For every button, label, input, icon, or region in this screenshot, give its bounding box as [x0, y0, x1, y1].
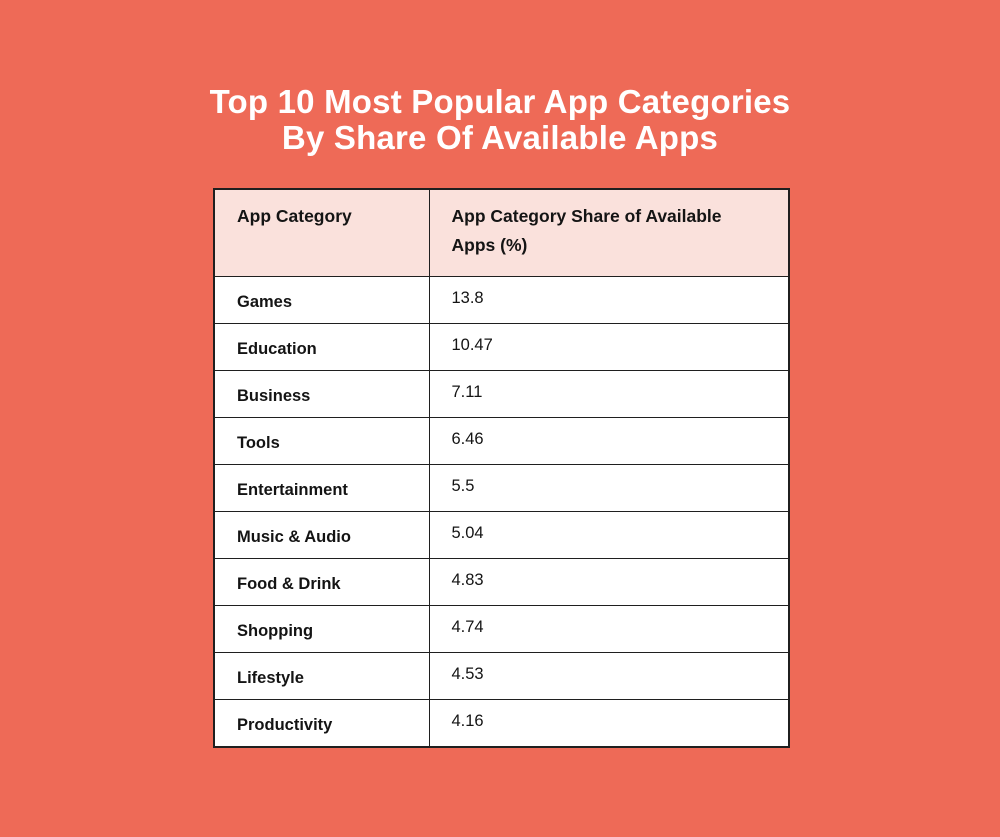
category-cell: Games	[213, 276, 430, 324]
column-header-category: App Category	[213, 188, 430, 277]
table-row: Productivity 4.16	[213, 698, 790, 748]
value-cell: 5.04	[428, 510, 790, 559]
value-cell: 4.83	[428, 557, 790, 606]
category-cell: Education	[213, 322, 430, 371]
table-row: Entertainment 5.5	[213, 463, 790, 512]
table-row: Lifestyle 4.53	[213, 651, 790, 700]
table-row: Business 7.11	[213, 369, 790, 418]
category-cell: Shopping	[213, 604, 430, 653]
category-cell: Lifestyle	[213, 651, 430, 700]
value-cell: 4.74	[428, 604, 790, 653]
table-row: Tools 6.46	[213, 416, 790, 465]
category-cell: Entertainment	[213, 463, 430, 512]
value-cell: 4.53	[428, 651, 790, 700]
value-cell: 5.5	[428, 463, 790, 512]
value-cell: 7.11	[428, 369, 790, 418]
page-title-line-1: Top 10 Most Popular App Categories	[209, 83, 791, 121]
app-category-table: App Category App Category Share of Avail…	[213, 188, 790, 748]
value-cell: 4.16	[428, 698, 790, 748]
page-title: Top 10 Most Popular App Categories By Sh…	[0, 84, 1000, 156]
column-header-share: App Category Share of Available Apps (%)	[428, 188, 790, 277]
table-row: Music & Audio 5.04	[213, 510, 790, 559]
value-cell: 6.46	[428, 416, 790, 465]
category-cell: Music & Audio	[213, 510, 430, 559]
category-cell: Tools	[213, 416, 430, 465]
page-title-line-2: By Share Of Available Apps	[281, 119, 719, 157]
table-header-row: App Category App Category Share of Avail…	[213, 188, 790, 277]
value-cell: 13.8	[428, 276, 790, 324]
category-cell: Productivity	[213, 698, 430, 748]
value-cell: 10.47	[428, 322, 790, 371]
table-row: Education 10.47	[213, 322, 790, 371]
table-row: Games 13.8	[213, 276, 790, 324]
category-cell: Business	[213, 369, 430, 418]
table-row: Food & Drink 4.83	[213, 557, 790, 606]
table-row: Shopping 4.74	[213, 604, 790, 653]
category-cell: Food & Drink	[213, 557, 430, 606]
